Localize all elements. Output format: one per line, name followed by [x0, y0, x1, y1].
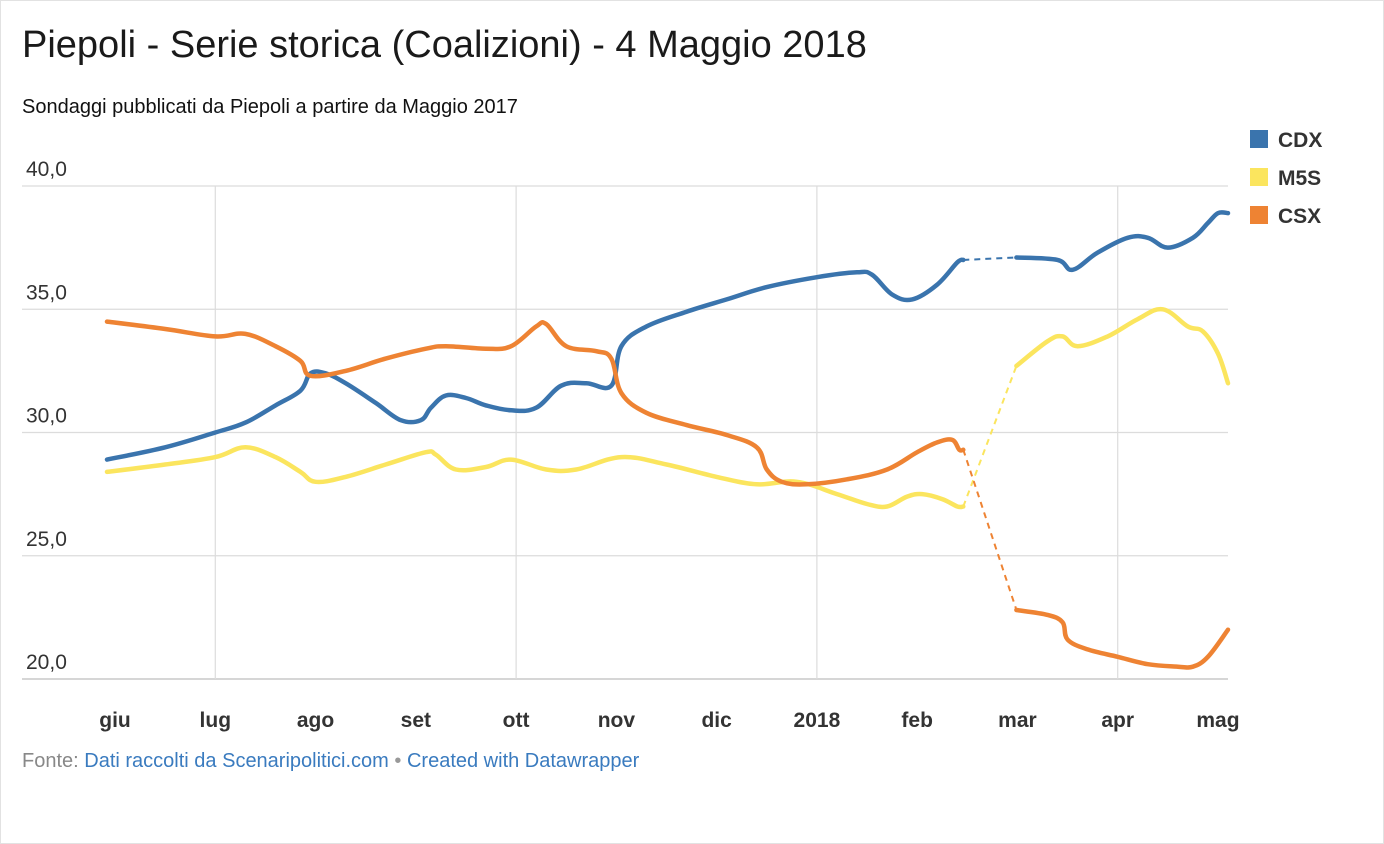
y-axis-ticks: 40,0 35,0 30,0 25,0 20,0 — [26, 158, 67, 674]
series-gap-cdx — [963, 256, 1017, 261]
x-tick-label: mar — [998, 709, 1037, 732]
y-tick-label: 30,0 — [26, 405, 67, 428]
legend-label-cdx: CDX — [1278, 129, 1322, 152]
chart-subtitle: Sondaggi pubblicati da Piepoli a partire… — [22, 96, 518, 118]
x-tick-label: dic — [701, 709, 732, 732]
footer: Fonte: Dati raccolti da Scenaripolitici.… — [22, 750, 639, 773]
footer-separator: • — [394, 750, 402, 772]
series-line-cdx — [1014, 210, 1231, 273]
x-tick-label: set — [401, 709, 431, 732]
series-line-cdx — [104, 257, 966, 462]
legend-swatch-cdx — [1250, 130, 1268, 148]
y-tick-label: 40,0 — [26, 158, 67, 181]
x-tick-label: ago — [297, 709, 334, 732]
legend-label-csx: CSX — [1278, 205, 1321, 228]
series-gap-m5s — [962, 365, 1018, 507]
grid-layer — [22, 185, 1228, 680]
chart-title: Piepoli - Serie storica (Coalizioni) - 4… — [22, 24, 867, 66]
x-tick-label: giu — [99, 709, 131, 732]
x-tick-label: lug — [200, 709, 232, 732]
series-line-csx — [104, 319, 966, 487]
series-layer — [104, 210, 1231, 670]
x-tick-label: feb — [901, 709, 933, 732]
series-line-m5s — [104, 445, 966, 510]
legend-swatch-csx — [1250, 206, 1268, 224]
legend-swatch-m5s — [1250, 168, 1268, 186]
x-tick-label: mag — [1196, 709, 1239, 732]
datawrapper-link[interactable]: Created with Datawrapper — [406, 750, 640, 772]
legend: CDX M5S CSX — [1250, 129, 1322, 228]
x-tick-label: nov — [598, 709, 636, 732]
x-tick-label: apr — [1101, 709, 1134, 732]
series-gap-csx — [962, 449, 1018, 611]
series-line-csx — [1014, 607, 1231, 670]
x-axis-ticks: giu lug ago set ott nov dic 2018 feb mar apr mag — [99, 709, 1239, 732]
x-tick-label: ott — [503, 709, 530, 732]
y-tick-label: 25,0 — [26, 528, 67, 551]
x-tick-label: 2018 — [794, 709, 841, 732]
series-line-m5s — [1014, 306, 1231, 386]
footer-prefix: Fonte: — [22, 750, 79, 772]
y-tick-label: 20,0 — [26, 651, 67, 674]
y-tick-label: 35,0 — [26, 281, 67, 304]
source-link[interactable]: Dati raccolti da Scenaripolitici.com — [84, 750, 389, 772]
legend-label-m5s: M5S — [1278, 167, 1321, 190]
